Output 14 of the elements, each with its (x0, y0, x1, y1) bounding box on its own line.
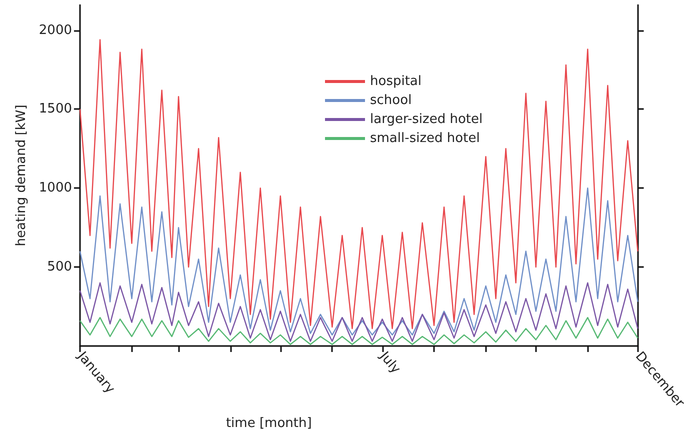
y-tick-label: 1000 (38, 180, 72, 196)
y-tick-label: 1500 (38, 102, 72, 117)
y-tick-label: 2000 (38, 22, 72, 38)
x-tick-label: July (376, 348, 404, 377)
line-series (79, 282, 638, 342)
legend-label: hospital (370, 74, 422, 89)
line-series (79, 188, 638, 336)
legend-label: school (370, 93, 412, 108)
legend-label: larger-sized hotel (370, 112, 483, 127)
line-series (79, 39, 638, 330)
y-axis-title: heating demand [kW] (14, 104, 30, 246)
legend-label: small-sized hotel (370, 131, 480, 146)
x-axis-title: time [month] (226, 416, 312, 431)
y-tick-label: 500 (47, 260, 72, 275)
